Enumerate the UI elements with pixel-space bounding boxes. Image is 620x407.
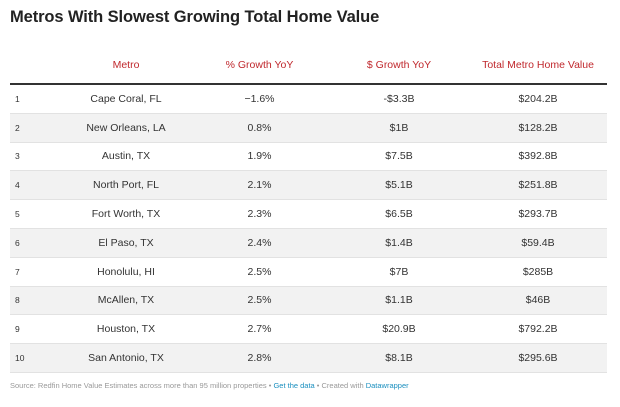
table-row: 4 North Port, FL 2.1% $5.1B $251.8B <box>10 170 607 201</box>
metro-cell: Honolulu, HI <box>62 257 190 287</box>
table-row: 1 Cape Coral, FL −1.6% -$3.3B $204.2B <box>10 84 607 114</box>
data-table: Metro % Growth YoY $ Growth YoY Total Me… <box>10 47 607 373</box>
dollar-growth-cell: -$3.3B <box>329 84 469 114</box>
total-value-cell: $293.7B <box>469 199 607 229</box>
table-row: 3 Austin, TX 1.9% $7.5B $392.8B <box>10 142 607 172</box>
pct-growth-cell: −1.6% <box>190 84 329 114</box>
total-value-cell: $204.2B <box>469 84 607 114</box>
datawrapper-link[interactable]: Datawrapper <box>365 381 409 390</box>
metro-cell: North Port, FL <box>62 170 190 201</box>
dollar-growth-cell: $1B <box>329 113 469 143</box>
pct-growth-cell: 2.1% <box>190 170 329 201</box>
column-header-total-value: Total Metro Home Value <box>469 47 607 85</box>
dollar-growth-cell: $5.1B <box>329 170 469 201</box>
total-value-cell: $792.2B <box>469 314 607 345</box>
pct-growth-cell: 0.8% <box>190 113 329 143</box>
rank-cell: 2 <box>10 113 62 143</box>
table-row: 2 New Orleans, LA 0.8% $1B $128.2B <box>10 113 607 143</box>
dollar-growth-cell: $20.9B <box>329 314 469 345</box>
column-header-pct-growth: % Growth YoY <box>190 47 329 85</box>
metro-cell: McAllen, TX <box>62 286 190 316</box>
table-row: 5 Fort Worth, TX 2.3% $6.5B $293.7B <box>10 199 607 229</box>
pct-growth-cell: 2.3% <box>190 199 329 229</box>
rank-cell: 4 <box>10 170 62 201</box>
dollar-growth-cell: $7.5B <box>329 142 469 172</box>
table-row: 7 Honolulu, HI 2.5% $7B $285B <box>10 257 607 287</box>
rank-cell: 9 <box>10 314 62 345</box>
rank-cell: 6 <box>10 228 62 258</box>
total-value-cell: $285B <box>469 257 607 287</box>
column-header-dollar-growth: $ Growth YoY <box>329 47 469 85</box>
total-value-cell: $392.8B <box>469 142 607 172</box>
dollar-growth-cell: $7B <box>329 257 469 287</box>
column-header-metro: Metro <box>62 47 190 85</box>
pct-growth-cell: 2.5% <box>190 286 329 316</box>
total-value-cell: $295.6B <box>469 343 607 373</box>
rank-cell: 1 <box>10 84 62 114</box>
dollar-growth-cell: $1.4B <box>329 228 469 258</box>
metro-cell: Cape Coral, FL <box>62 84 190 114</box>
table-row: 10 San Antonio, TX 2.8% $8.1B $295.6B <box>10 343 607 373</box>
table-row: 8 McAllen, TX 2.5% $1.1B $46B <box>10 286 607 316</box>
rank-cell: 5 <box>10 199 62 229</box>
chart-title: Metros With Slowest Growing Total Home V… <box>10 8 380 26</box>
table-row: 6 El Paso, TX 2.4% $1.4B $59.4B <box>10 228 607 258</box>
pct-growth-cell: 2.5% <box>190 257 329 287</box>
metro-cell: San Antonio, TX <box>62 343 190 373</box>
metro-cell: El Paso, TX <box>62 228 190 258</box>
dollar-growth-cell: $6.5B <box>329 199 469 229</box>
pct-growth-cell: 2.8% <box>190 343 329 373</box>
column-header-rank <box>10 47 62 85</box>
metro-cell: New Orleans, LA <box>62 113 190 143</box>
rank-cell: 8 <box>10 286 62 316</box>
pct-growth-cell: 2.4% <box>190 228 329 258</box>
pct-growth-cell: 1.9% <box>190 142 329 172</box>
total-value-cell: $128.2B <box>469 113 607 143</box>
pct-growth-cell: 2.7% <box>190 314 329 345</box>
created-with-text: • Created with <box>314 381 366 390</box>
table-header-row: Metro % Growth YoY $ Growth YoY Total Me… <box>10 47 607 85</box>
rank-cell: 7 <box>10 257 62 287</box>
footer: Source: Redfin Home Value Estimates acro… <box>10 381 409 390</box>
dollar-growth-cell: $8.1B <box>329 343 469 373</box>
table-body: 1 Cape Coral, FL −1.6% -$3.3B $204.2B 2 New Or… <box>10 84 607 373</box>
source-note: Source: Redfin Home Value Estimates acro… <box>10 381 274 390</box>
dollar-growth-cell: $1.1B <box>329 286 469 316</box>
total-value-cell: $46B <box>469 286 607 316</box>
rank-cell: 3 <box>10 142 62 172</box>
get-data-link[interactable]: Get the data <box>273 381 315 390</box>
table-row: 9 Houston, TX 2.7% $20.9B $792.2B <box>10 314 607 345</box>
metro-cell: Fort Worth, TX <box>62 199 190 229</box>
rank-cell: 10 <box>10 343 62 373</box>
metro-cell: Austin, TX <box>62 142 190 172</box>
total-value-cell: $59.4B <box>469 228 607 258</box>
metro-cell: Houston, TX <box>62 314 190 345</box>
total-value-cell: $251.8B <box>469 170 607 201</box>
